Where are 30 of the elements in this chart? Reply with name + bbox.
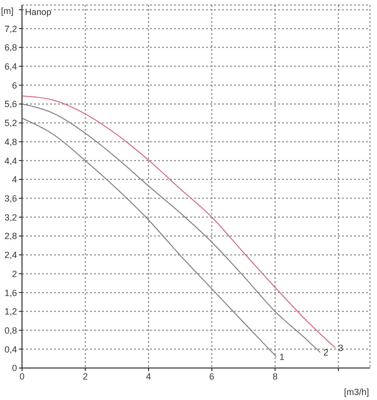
y-tick-label: 1,6 <box>4 288 17 298</box>
x-axis-title: [m3/h] <box>344 387 369 397</box>
chart-title: Напор <box>25 7 52 17</box>
annotation: 1 <box>279 352 284 362</box>
y-axis-title: [m] <box>1 6 14 16</box>
y-tick-label: 5,6 <box>4 99 17 110</box>
y-tick-label: 0,4 <box>4 344 17 354</box>
y-tick-label: 0,8 <box>4 325 17 336</box>
annotation: 2 <box>323 348 328 358</box>
y-tick-label: 7,2 <box>4 24 17 34</box>
y-tick-label: 5,2 <box>4 118 17 128</box>
y-tick-label: 2,4 <box>4 250 17 260</box>
annotation: 3 <box>338 342 344 353</box>
y-tick-label: 0 <box>12 363 17 374</box>
y-tick-label: 6 <box>12 80 17 90</box>
y-tick-label: 4 <box>12 174 17 185</box>
y-tick-label: 4,8 <box>4 136 17 147</box>
y-tick-label: 2,8 <box>4 231 17 242</box>
y-tick-label: 3,2 <box>4 212 17 222</box>
y-tick-label: 4,4 <box>4 156 17 166</box>
y-tick-label: 2 <box>12 268 17 279</box>
x-tick-label: 2 <box>82 371 88 382</box>
y-tick-label: 1,2 <box>4 306 17 317</box>
x-tick-label: 6 <box>209 371 214 382</box>
x-tick-label: 0 <box>19 371 25 382</box>
y-tick-label: 6,4 <box>4 61 17 72</box>
y-tick-label: 3,6 <box>4 193 17 204</box>
x-tick-label: 8 <box>272 371 278 382</box>
y-tick-label: 6,8 <box>4 42 17 53</box>
x-tick-label: 4 <box>146 371 152 382</box>
